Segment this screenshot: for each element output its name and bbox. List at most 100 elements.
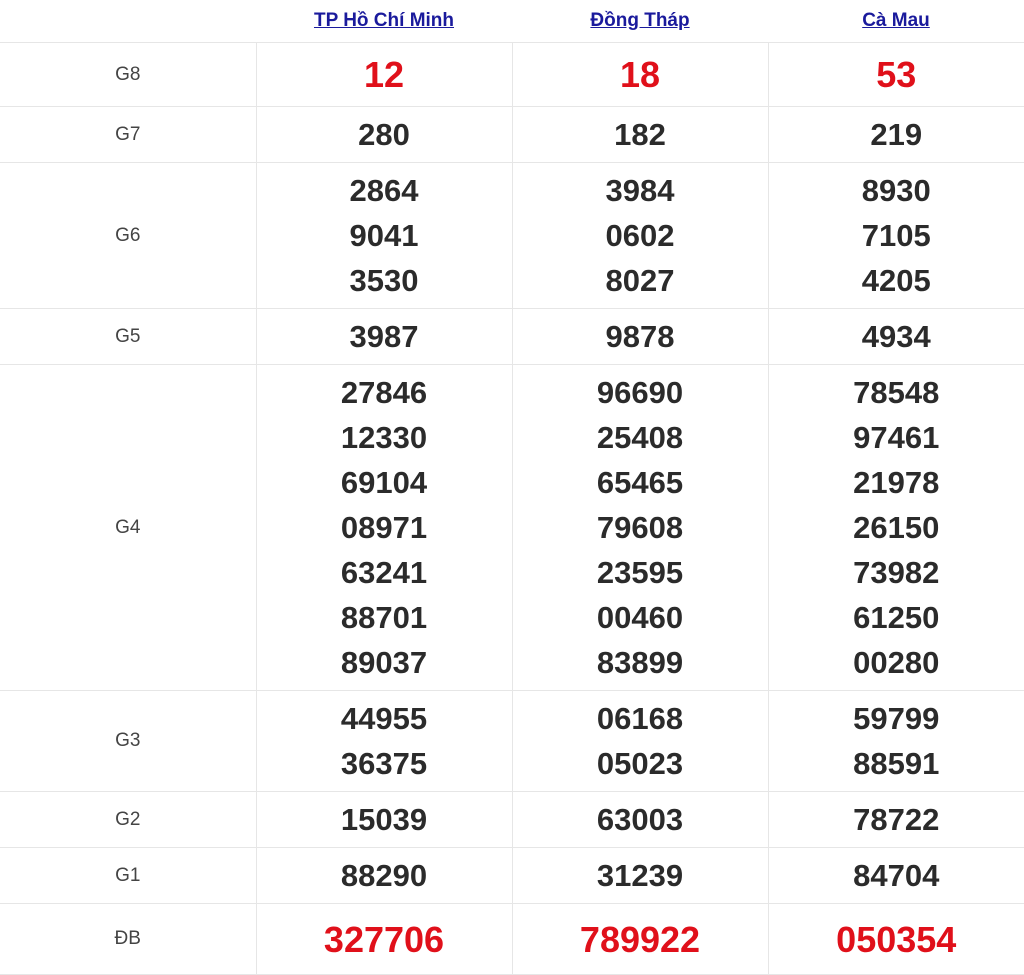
prize-number: 18 (513, 52, 768, 97)
prize-number: 61250 (769, 595, 1024, 640)
prize-label: G5 (0, 309, 256, 365)
prize-number: 25408 (513, 415, 768, 460)
prize-number: 36375 (257, 741, 512, 786)
province-header-row: TP Hồ Chí Minh Đồng Tháp Cà Mau (0, 0, 1024, 43)
prize-label: G8 (0, 43, 256, 107)
prize-number: 2864 (257, 168, 512, 213)
prize-number: 12 (257, 52, 512, 97)
prize-number: 63003 (513, 797, 768, 842)
prize-number: 97461 (769, 415, 1024, 460)
prize-number: 0602 (513, 213, 768, 258)
prize-cell: 280 (256, 107, 512, 163)
empty-header-cell (0, 0, 256, 43)
prize-number: 00460 (513, 595, 768, 640)
prize-cell: 88290 (256, 848, 512, 904)
prize-cell: 15039 (256, 792, 512, 848)
prize-number: 9878 (513, 314, 768, 359)
prize-number: 00280 (769, 640, 1024, 685)
prize-number: 7105 (769, 213, 1024, 258)
prize-number: 79608 (513, 505, 768, 550)
prize-number: 69104 (257, 460, 512, 505)
prize-cell: 78722 (768, 792, 1024, 848)
prize-cell: 219 (768, 107, 1024, 163)
prize-label: ĐB (0, 904, 256, 975)
prize-number: 21978 (769, 460, 1024, 505)
prize-number: 53 (769, 52, 1024, 97)
province-link-ho-chi-minh[interactable]: TP Hồ Chí Minh (314, 10, 454, 31)
prize-number: 4205 (769, 258, 1024, 303)
prize-number: 88290 (257, 853, 512, 898)
prize-label: G2 (0, 792, 256, 848)
prize-number: 65465 (513, 460, 768, 505)
prize-number: 44955 (257, 696, 512, 741)
prize-number: 280 (257, 112, 512, 157)
prize-cell: 4934 (768, 309, 1024, 365)
prize-number: 8027 (513, 258, 768, 303)
province-link-dong-thap[interactable]: Đồng Tháp (590, 10, 689, 31)
prize-cell: 182 (512, 107, 768, 163)
prize-number: 96690 (513, 370, 768, 415)
prize-number: 06168 (513, 696, 768, 741)
prize-number: 219 (769, 112, 1024, 157)
prize-number: 89037 (257, 640, 512, 685)
prize-number: 78548 (769, 370, 1024, 415)
prize-cell: 327706 (256, 904, 512, 975)
prize-number: 27846 (257, 370, 512, 415)
prize-cell: 84704 (768, 848, 1024, 904)
prize-number: 23595 (513, 550, 768, 595)
prize-number: 050354 (769, 917, 1024, 962)
prize-number: 3530 (257, 258, 512, 303)
prize-number: 63241 (257, 550, 512, 595)
prize-number: 88701 (257, 595, 512, 640)
prize-number: 9041 (257, 213, 512, 258)
prize-number: 3987 (257, 314, 512, 359)
prize-number: 15039 (257, 797, 512, 842)
prize-cell: 9878 (512, 309, 768, 365)
prize-number: 83899 (513, 640, 768, 685)
prize-number: 84704 (769, 853, 1024, 898)
prize-number: 78722 (769, 797, 1024, 842)
prize-cell: 63003 (512, 792, 768, 848)
prize-cell: 12 (256, 43, 512, 107)
prize-cell: 18 (512, 43, 768, 107)
province-link-ca-mau[interactable]: Cà Mau (862, 10, 930, 31)
prize-number: 08971 (257, 505, 512, 550)
prize-number: 05023 (513, 741, 768, 786)
prize-cell: 31239 (512, 848, 768, 904)
prize-number: 12330 (257, 415, 512, 460)
prize-label: G6 (0, 163, 256, 309)
prize-label: G3 (0, 691, 256, 792)
prize-label: G4 (0, 365, 256, 691)
prize-label: G7 (0, 107, 256, 163)
prize-label: G1 (0, 848, 256, 904)
prize-number: 8930 (769, 168, 1024, 213)
prize-number: 59799 (769, 696, 1024, 741)
prize-number: 26150 (769, 505, 1024, 550)
prize-cell: 789922 (512, 904, 768, 975)
prize-number: 31239 (513, 853, 768, 898)
prize-cell: 050354 (768, 904, 1024, 975)
prize-number: 73982 (769, 550, 1024, 595)
prize-number: 3984 (513, 168, 768, 213)
prize-cell: 53 (768, 43, 1024, 107)
prize-number: 789922 (513, 917, 768, 962)
prize-number: 88591 (769, 741, 1024, 786)
